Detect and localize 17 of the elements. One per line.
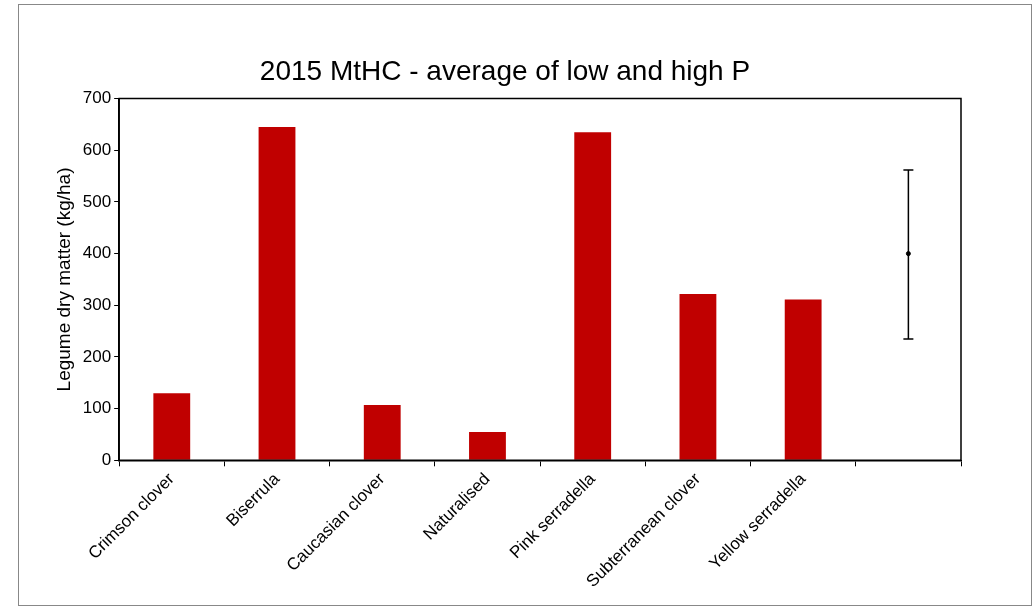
y-tick-label: 400 (82, 243, 112, 263)
bar (469, 431, 506, 460)
bar (784, 299, 822, 460)
y-tick-label: 200 (82, 346, 112, 366)
chart-title: 2015 MtHC - average of low and high P (259, 54, 751, 86)
bar (258, 127, 296, 460)
bar (679, 293, 717, 460)
y-axis-title: Legume dry matter (kg/ha) (52, 167, 74, 392)
y-tick-label: 100 (82, 398, 112, 418)
y-tick-label: 700 (82, 88, 112, 108)
y-tick-label: 600 (82, 139, 112, 159)
bar (574, 132, 612, 460)
y-tick-label: 0 (101, 450, 112, 470)
y-tick-label: 300 (82, 294, 112, 314)
y-tick-label: 500 (82, 191, 112, 211)
bar (363, 405, 401, 460)
bar (153, 393, 191, 460)
